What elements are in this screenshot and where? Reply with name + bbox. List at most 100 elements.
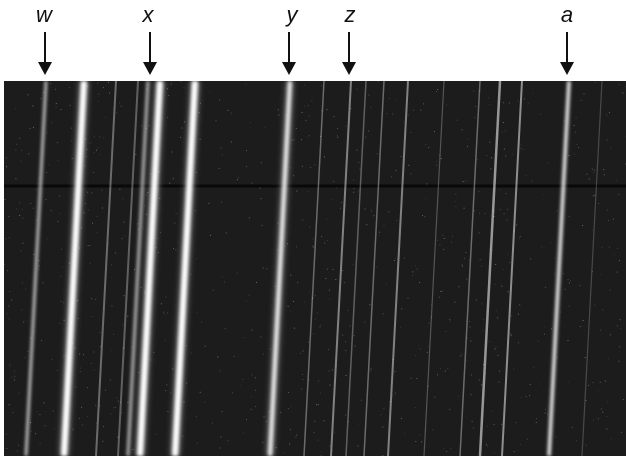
noise-speck	[500, 209, 501, 210]
noise-speck	[208, 203, 209, 204]
noise-speck	[458, 396, 459, 397]
noise-speck	[14, 378, 15, 379]
noise-speck	[30, 431, 31, 432]
noise-speck	[144, 205, 145, 206]
noise-speck	[554, 258, 555, 259]
noise-speck	[290, 167, 291, 168]
noise-speck	[25, 357, 26, 358]
noise-speck	[551, 328, 552, 329]
noise-speck	[545, 287, 546, 288]
noise-speck	[598, 203, 599, 204]
noise-speck	[64, 320, 65, 321]
noise-speck	[176, 213, 177, 214]
noise-speck	[610, 290, 611, 291]
noise-speck	[598, 390, 599, 391]
noise-speck	[167, 411, 168, 412]
noise-speck	[329, 290, 330, 291]
noise-speck	[536, 418, 537, 419]
noise-speck	[507, 220, 508, 221]
noise-speck	[564, 120, 565, 121]
noise-speck	[617, 248, 618, 249]
noise-speck	[506, 193, 507, 194]
noise-speck	[232, 392, 233, 393]
noise-speck	[309, 116, 310, 117]
noise-speck	[60, 213, 61, 214]
noise-speck	[39, 265, 40, 266]
noise-speck	[412, 275, 413, 276]
noise-speck	[518, 314, 519, 315]
noise-speck	[301, 388, 302, 389]
marker-label-z: z	[345, 2, 356, 28]
noise-speck	[159, 198, 160, 199]
noise-speck	[290, 275, 291, 276]
noise-speck	[461, 354, 462, 355]
noise-speck	[155, 434, 156, 435]
noise-speck	[481, 384, 482, 385]
noise-speck	[420, 435, 421, 436]
noise-speck	[99, 136, 100, 137]
noise-speck	[111, 277, 112, 278]
noise-speck	[262, 442, 263, 443]
noise-speck	[165, 340, 166, 341]
noise-speck	[172, 369, 173, 370]
noise-speck	[449, 319, 450, 320]
noise-speck	[242, 379, 243, 380]
noise-speck	[288, 408, 289, 409]
noise-speck	[358, 162, 359, 163]
noise-speck	[95, 405, 96, 406]
noise-speck	[439, 245, 440, 246]
noise-speck	[533, 93, 534, 94]
noise-speck	[341, 202, 342, 203]
noise-speck	[40, 443, 41, 444]
noise-speck	[464, 258, 465, 259]
marker-label-w: w	[36, 2, 52, 28]
noise-speck	[96, 232, 97, 233]
noise-speck	[304, 302, 305, 303]
noise-speck	[184, 121, 185, 122]
noise-speck	[609, 247, 610, 248]
noise-speck	[164, 313, 165, 314]
noise-speck	[222, 155, 223, 156]
noise-speck	[158, 252, 159, 253]
noise-speck	[85, 203, 86, 204]
noise-speck	[184, 401, 185, 402]
noise-speck	[530, 258, 531, 259]
noise-speck	[424, 216, 425, 217]
noise-speck	[520, 148, 521, 149]
noise-speck	[174, 223, 175, 224]
noise-speck	[220, 448, 221, 449]
noise-speck	[584, 94, 585, 95]
noise-speck	[449, 409, 450, 410]
noise-speck	[608, 358, 609, 359]
noise-speck	[592, 230, 593, 231]
noise-speck	[97, 216, 98, 217]
noise-speck	[495, 284, 496, 285]
noise-speck	[48, 164, 49, 165]
noise-speck	[497, 317, 498, 318]
noise-speck	[441, 158, 442, 159]
noise-speck	[138, 372, 139, 373]
noise-speck	[97, 148, 98, 149]
noise-speck	[148, 125, 149, 126]
noise-speck	[115, 253, 116, 254]
noise-speck	[332, 199, 333, 200]
noise-speck	[128, 402, 129, 403]
noise-speck	[509, 103, 510, 104]
noise-speck	[411, 378, 412, 379]
noise-speck	[216, 120, 217, 121]
noise-speck	[263, 354, 264, 355]
noise-speck	[124, 236, 125, 237]
noise-speck	[113, 407, 114, 408]
noise-speck	[447, 368, 448, 369]
noise-speck	[620, 319, 621, 320]
noise-speck	[220, 370, 221, 371]
noise-speck	[314, 164, 315, 165]
noise-speck	[500, 189, 501, 190]
noise-speck	[71, 140, 72, 141]
noise-speck	[440, 291, 441, 292]
noise-speck	[329, 371, 330, 372]
noise-speck	[328, 349, 329, 350]
noise-speck	[325, 278, 326, 279]
noise-speck	[533, 367, 534, 368]
noise-speck	[309, 291, 310, 292]
